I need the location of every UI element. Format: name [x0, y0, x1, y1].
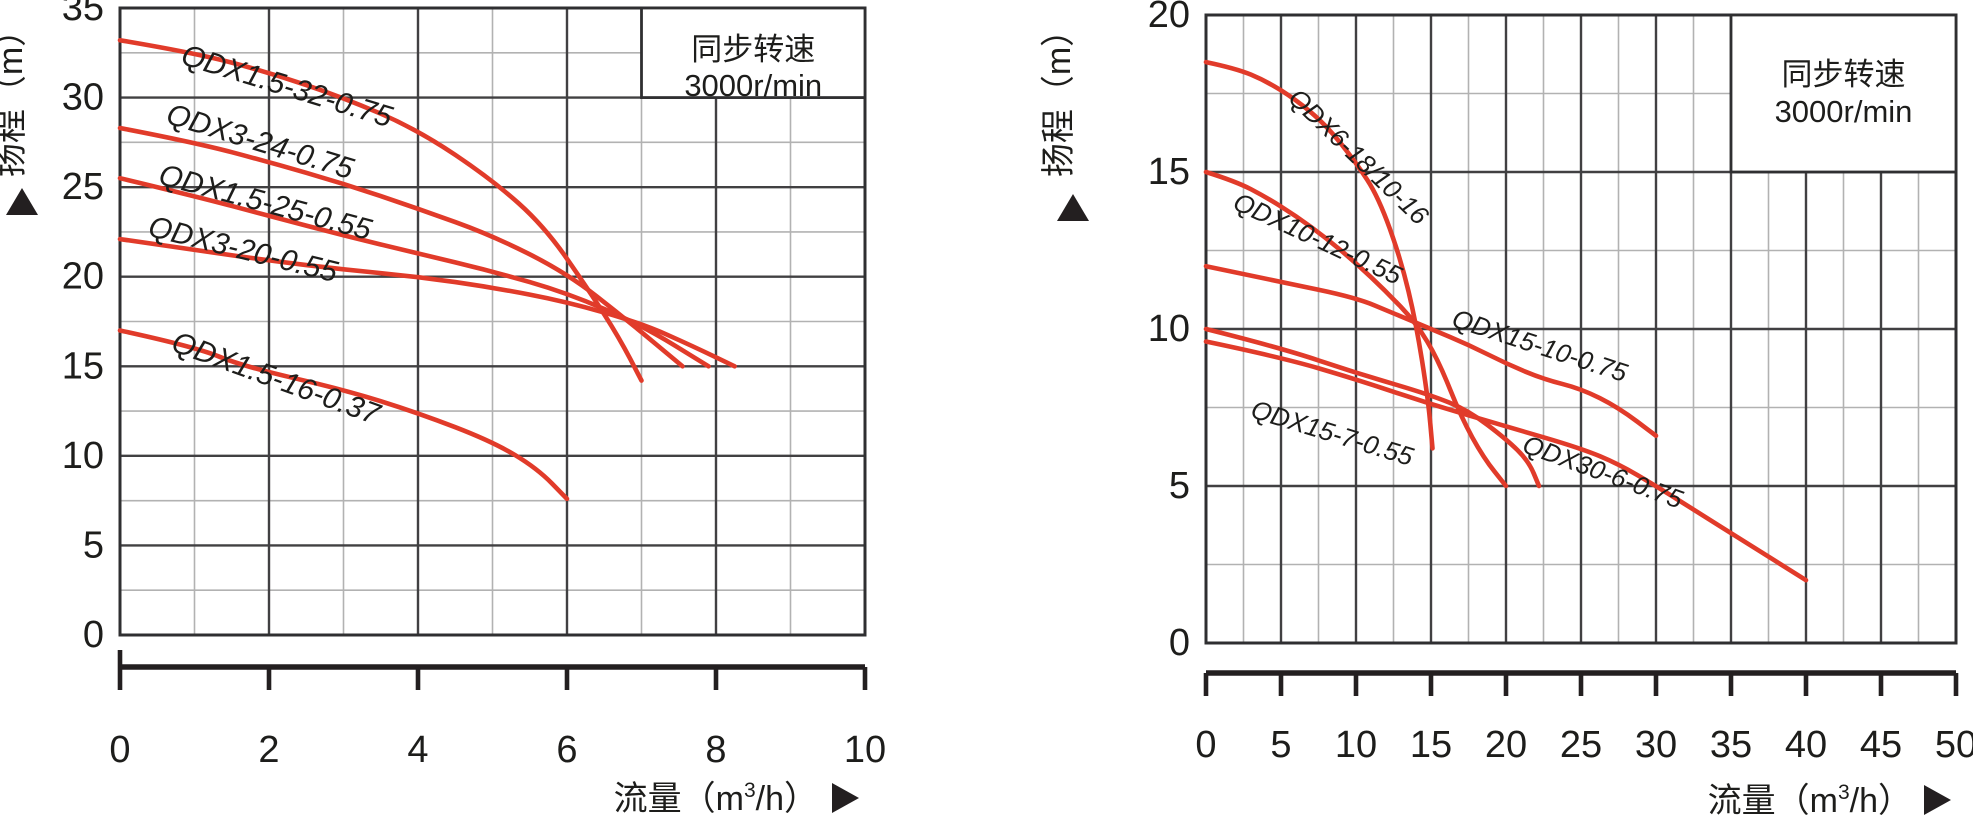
y-tick-label: 20: [62, 256, 104, 298]
curve-label-QDX6-18/10-16: QDX6-18/10-16: [1283, 83, 1435, 231]
pump-curve-QDX1.5-16-0.37: [117, 328, 570, 502]
x-tick-label: 10: [844, 729, 886, 771]
pump-curve-QDX15-7-0.55: [1203, 326, 1542, 489]
y-tick-label: 10: [1148, 308, 1190, 350]
curve-label-QDX15-7-0.55: QDX15-7-0.55: [1248, 394, 1418, 472]
x-tick-label: 30: [1635, 724, 1677, 766]
y-tick-label: 35: [62, 0, 104, 29]
pump-curve-QDX10-12-0.55: [1203, 169, 1509, 489]
head-axis-arrow-icon: [6, 188, 38, 215]
pump-curve-QDX30-6-0.75: [1203, 339, 1809, 583]
x-tick-label: 40: [1785, 724, 1827, 766]
y-tick-label: 15: [62, 345, 104, 387]
x-tick-label: 4: [407, 729, 428, 771]
pump-curve-QDX15-10-0.75: [1203, 263, 1659, 439]
chart-right: 同步转速3000r/minQDX6-18/10-16QDX10-12-0.55Q…: [1040, 0, 1973, 820]
head-axis-arrow-icon: [1057, 194, 1089, 221]
speed-note-line: 3000r/min: [1775, 94, 1913, 129]
pump-curve-QDX3-24-0.75: [117, 125, 685, 369]
y-tick-label: 5: [83, 524, 104, 566]
x-axis-title: 流量（m3/h）: [1708, 781, 1912, 820]
flow-axis-arrow-icon: [832, 783, 859, 813]
y-tick-label: 30: [62, 77, 104, 119]
x-tick-label: 15: [1410, 724, 1452, 766]
speed-note-line: 3000r/min: [684, 68, 822, 103]
y-axis-title: 扬程（m）: [0, 13, 30, 177]
y-tick-label: 25: [62, 166, 104, 208]
x-tick-label: 45: [1860, 724, 1902, 766]
y-axis-title: 扬程（m）: [1040, 13, 1078, 177]
x-tick-label: 6: [556, 729, 577, 771]
x-tick-label: 20: [1485, 724, 1527, 766]
x-tick-label: 10: [1335, 724, 1377, 766]
y-tick-label: 10: [62, 435, 104, 477]
y-tick-label: 20: [1148, 0, 1190, 36]
x-tick-label: 35: [1710, 724, 1752, 766]
pump-curve-QDX3-20-0.55: [117, 236, 737, 369]
x-tick-label: 50: [1935, 724, 1973, 766]
x-tick-label: 25: [1560, 724, 1602, 766]
speed-note-box: [640, 6, 867, 99]
y-tick-label: 0: [83, 614, 104, 656]
x-tick-label: 0: [109, 729, 130, 771]
pump-curve-QDX6-18/10-16: [1203, 59, 1435, 451]
pump-curve-QDX1.5-32-0.75: [117, 37, 644, 383]
curve-label-QDX1.5-16-0.37: QDX1.5-16-0.37: [168, 326, 386, 432]
y-tick-label: 5: [1169, 465, 1190, 507]
x-axis-title: 流量（m3/h）: [614, 779, 818, 818]
pump-curve-QDX1.5-25-0.55: [117, 175, 711, 369]
x-tick-label: 8: [705, 729, 726, 771]
speed-note-line: 同步转速: [691, 32, 815, 67]
speed-note-box: [1729, 13, 1958, 174]
x-tick-label: 2: [258, 729, 279, 771]
flow-axis-arrow-icon: [1924, 785, 1951, 815]
y-tick-label: 0: [1169, 622, 1190, 664]
y-tick-label: 15: [1148, 151, 1190, 193]
chart-left: 同步转速3000r/minQDX1.5-32-0.75QDX3-24-0.75Q…: [0, 0, 886, 818]
plot-border: [118, 6, 867, 637]
speed-note-line: 同步转速: [1782, 57, 1906, 92]
x-tick-label: 5: [1270, 724, 1291, 766]
x-tick-label: 0: [1195, 724, 1216, 766]
